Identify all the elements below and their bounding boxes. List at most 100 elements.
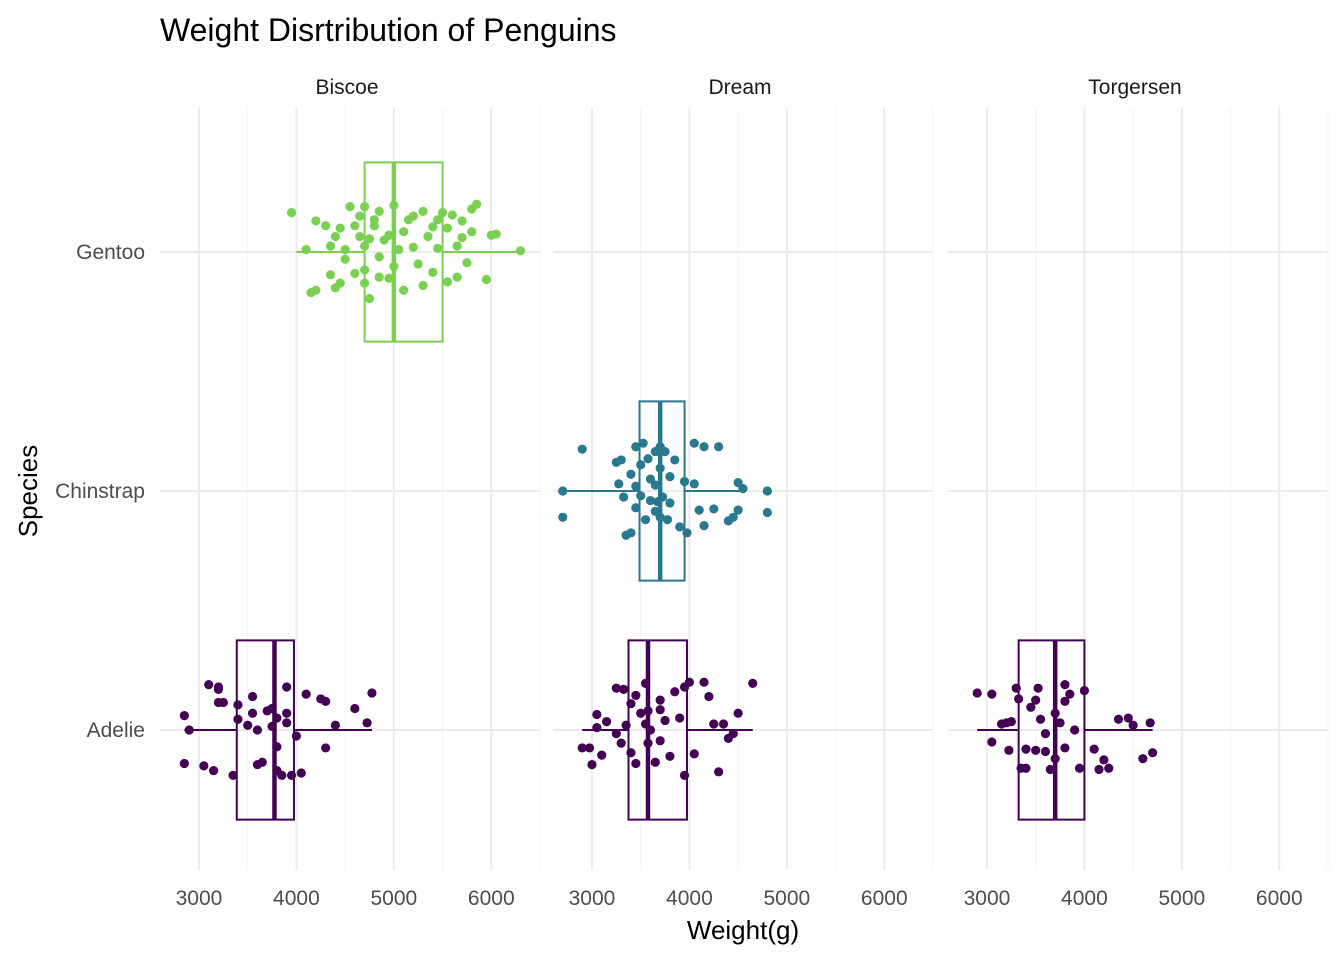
data-point — [408, 211, 418, 221]
data-point — [621, 720, 631, 730]
data-point — [640, 678, 651, 688]
data-point — [472, 199, 482, 209]
data-point — [374, 252, 384, 262]
data-point — [277, 770, 287, 781]
x-tick-label: 5000 — [370, 887, 417, 910]
data-point — [694, 505, 704, 515]
data-point — [1006, 717, 1016, 727]
data-point — [587, 760, 597, 770]
data-point — [558, 486, 568, 496]
data-point — [442, 223, 453, 233]
data-point — [1060, 679, 1070, 690]
data-point — [433, 243, 443, 254]
data-point — [413, 259, 423, 269]
data-point — [748, 678, 758, 688]
data-point — [218, 697, 228, 708]
data-point — [762, 486, 772, 496]
x-tick-label: 4000 — [666, 887, 713, 910]
data-point — [1014, 694, 1024, 704]
data-point — [1148, 748, 1158, 758]
facet-label-dream: Dream — [708, 76, 771, 99]
data-point — [282, 682, 292, 692]
data-point — [394, 245, 404, 255]
x-tick-label: 5000 — [763, 887, 810, 910]
data-point — [699, 521, 709, 531]
facet-panels: Biscoe Dream Torgersen — [160, 76, 1329, 870]
data-point — [350, 703, 360, 714]
data-point — [364, 294, 375, 304]
data-point — [515, 246, 526, 256]
data-point — [645, 725, 656, 735]
data-point — [418, 206, 428, 216]
data-point — [631, 758, 641, 769]
data-point — [369, 221, 379, 231]
data-point — [179, 758, 189, 769]
data-point — [362, 718, 372, 728]
facet-label-biscoe: Biscoe — [315, 76, 378, 99]
data-point — [355, 211, 365, 221]
data-point — [592, 709, 602, 720]
y-tick-label-adelie: Adelie — [87, 719, 145, 742]
data-point — [233, 714, 243, 724]
data-point — [675, 713, 685, 723]
data-point — [1145, 718, 1155, 728]
x-tick-label: 6000 — [468, 887, 515, 910]
data-point — [709, 719, 719, 729]
data-point — [631, 442, 641, 452]
data-point — [577, 444, 587, 454]
data-point — [340, 245, 350, 255]
data-point — [1031, 745, 1041, 755]
data-point — [398, 285, 409, 295]
data-point — [631, 503, 641, 513]
data-point — [601, 717, 612, 727]
data-point — [374, 206, 384, 216]
data-point — [611, 728, 621, 739]
data-point — [267, 703, 277, 714]
data-point — [252, 725, 263, 735]
data-point — [699, 442, 709, 452]
data-point — [330, 231, 340, 242]
panel-biscoe: Biscoe — [160, 76, 541, 870]
box — [627, 639, 688, 821]
data-point — [738, 484, 748, 494]
data-point — [1070, 725, 1080, 735]
y-tick-label-chinstrap: Chinstrap — [55, 480, 145, 503]
data-point — [733, 708, 743, 718]
data-point — [1113, 714, 1124, 724]
data-point — [428, 222, 438, 232]
data-point — [619, 684, 629, 694]
data-point — [350, 221, 360, 231]
group-dream-chinstrap — [558, 400, 772, 582]
data-point — [655, 705, 665, 715]
data-point — [272, 742, 282, 752]
data-point — [447, 210, 457, 220]
data-point — [616, 738, 626, 748]
x-tick-label: 4000 — [1061, 887, 1108, 910]
data-point — [684, 677, 695, 687]
data-point — [1089, 744, 1099, 754]
data-point — [179, 711, 189, 721]
data-point — [670, 687, 680, 697]
data-point — [584, 743, 595, 753]
data-point — [987, 689, 997, 699]
data-point — [689, 749, 699, 759]
data-point — [1074, 763, 1085, 773]
data-point — [643, 738, 653, 748]
data-point — [291, 731, 302, 741]
data-point — [679, 476, 690, 487]
box — [363, 161, 444, 343]
data-point — [611, 683, 621, 693]
data-point — [481, 274, 492, 285]
data-point — [437, 207, 448, 218]
data-point — [1065, 689, 1075, 699]
panel-dream: Dream — [553, 76, 934, 870]
data-point — [592, 723, 602, 733]
data-point — [689, 438, 699, 448]
data-point — [389, 200, 399, 210]
data-point — [345, 201, 355, 212]
data-point — [428, 267, 438, 277]
data-point — [665, 472, 675, 482]
data-point — [1060, 743, 1070, 753]
group-biscoe-gentoo — [286, 161, 526, 343]
data-point — [457, 233, 467, 243]
